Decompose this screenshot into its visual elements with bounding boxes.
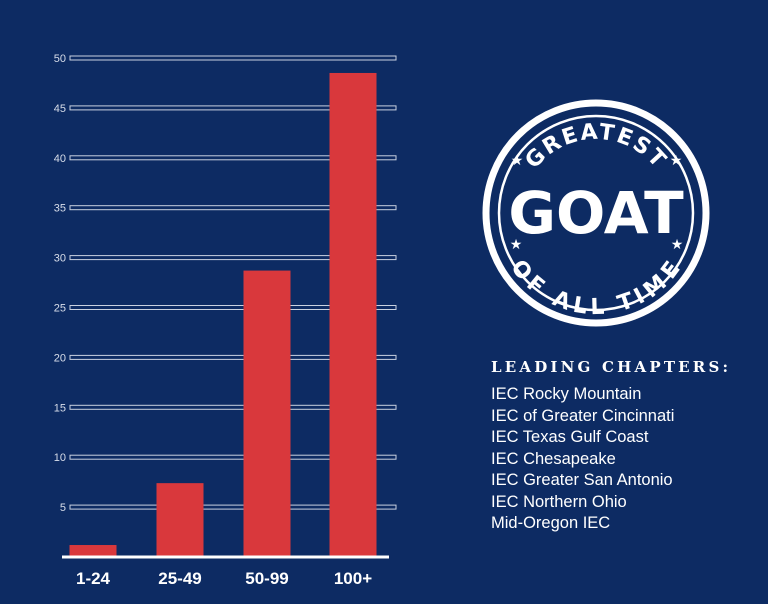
- leading-chapters-panel: LEADING CHAPTERS: IEC Rocky Mountain IEC …: [491, 358, 761, 535]
- grid-line: [69, 305, 397, 310]
- chapter-item: IEC Rocky Mountain: [491, 385, 642, 403]
- chapter-item: IEC Northern Ohio: [491, 492, 627, 511]
- chapter-list: IEC Rocky Mountain IEC of Greater Cincinn…: [491, 384, 761, 535]
- y-tick-label: 20: [54, 352, 66, 364]
- star-icon: ★: [671, 236, 684, 252]
- y-tick-label: 25: [54, 303, 66, 315]
- y-tick-label: 5: [60, 502, 66, 514]
- bar: [69, 545, 117, 557]
- grid-line: [69, 354, 397, 360]
- y-tick-label: 30: [54, 253, 66, 265]
- chapter-item: Mid-Oregon IEC: [491, 514, 611, 532]
- bar: [329, 72, 377, 557]
- grid-lines: [69, 55, 397, 510]
- grid-line: [69, 105, 397, 111]
- y-tick-label: 40: [54, 153, 66, 165]
- bar: [156, 483, 204, 557]
- badge-top-text: GREATEST: [521, 120, 672, 174]
- bars: [69, 72, 377, 557]
- bar: [243, 270, 291, 557]
- grid-line: [69, 205, 397, 211]
- grid-line: [69, 155, 397, 161]
- star-icon: ★: [670, 152, 683, 168]
- grid-line: [69, 55, 397, 61]
- x-axis-categories: 1-24 25-49 50-99 100+: [76, 569, 372, 588]
- y-tick-label: 15: [54, 402, 66, 414]
- badge-center-text: GOAT: [508, 179, 684, 247]
- badge-inner-ring: [497, 114, 695, 312]
- x-category-label: 25-49: [158, 569, 201, 588]
- grid-line: [69, 504, 397, 510]
- chapter-item: IEC Greater San Antonio: [491, 471, 673, 489]
- star-icon: ★: [511, 152, 524, 168]
- goat-badge: GREATEST OF ALL TIME GOAT ★ ★ ★ ★: [482, 99, 710, 327]
- x-category-label: 100+: [334, 569, 372, 588]
- y-tick-label: 35: [54, 203, 66, 215]
- grid-line: [69, 404, 397, 410]
- x-category-label: 1-24: [76, 569, 111, 588]
- bar-chart: 5 10 15 20 25 30 35 40 45 50 1-24 25-49 50-99 100+: [54, 53, 397, 588]
- y-axis-ticks: 5 10 15 20 25 30 35 40 45 50: [54, 53, 66, 514]
- y-tick-label: 10: [54, 452, 66, 464]
- badge-bottom-text: OF ALL TIME: [505, 255, 687, 320]
- chapter-item: IEC Texas Gulf Coast: [491, 428, 649, 446]
- chapter-item: IEC Chesapeake: [491, 449, 616, 468]
- star-icon: ★: [510, 236, 523, 252]
- chapter-item: IEC of Greater Cincinnati: [491, 406, 675, 425]
- x-category-label: 50-99: [245, 569, 288, 588]
- grid-line: [69, 454, 397, 460]
- badge-outer-ring: [482, 99, 710, 327]
- y-tick-label: 45: [54, 103, 66, 115]
- grid-line: [69, 255, 397, 261]
- y-tick-label: 50: [54, 53, 66, 65]
- chapters-heading: LEADING CHAPTERS:: [491, 358, 732, 376]
